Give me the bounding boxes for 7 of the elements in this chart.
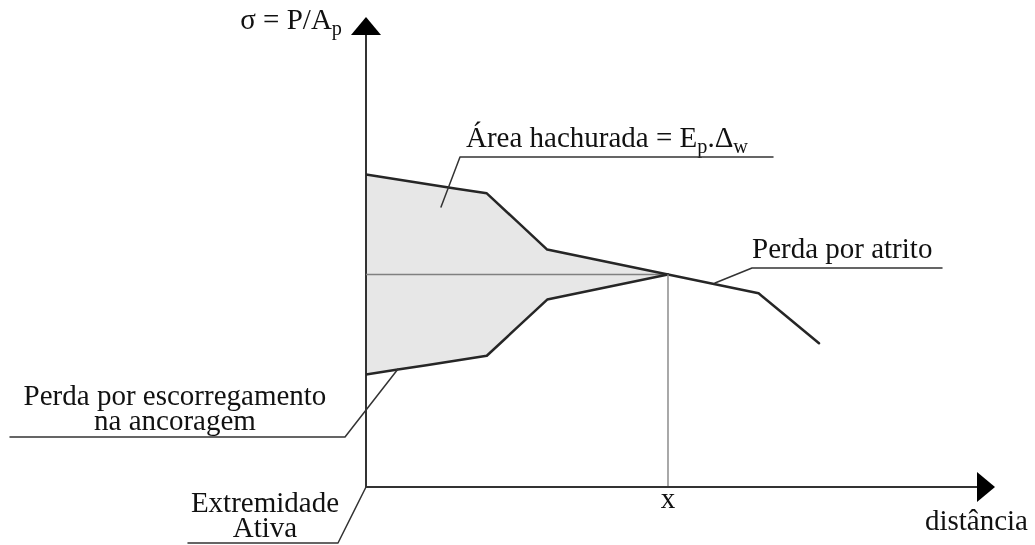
annotation: x	[660, 481, 676, 514]
annotation: Perda por atrito	[752, 231, 933, 264]
text: Perda por escorregamento na ancoragem	[22, 378, 328, 436]
text: Área hachurada = E$_{p}$.Δ$_{w}$	[466, 120, 749, 157]
x-axis-title: distância	[924, 503, 1028, 536]
y-axis-title: σ = P/A$_{p}$	[240, 2, 342, 39]
text: Extremidade Ativa	[189, 485, 341, 543]
